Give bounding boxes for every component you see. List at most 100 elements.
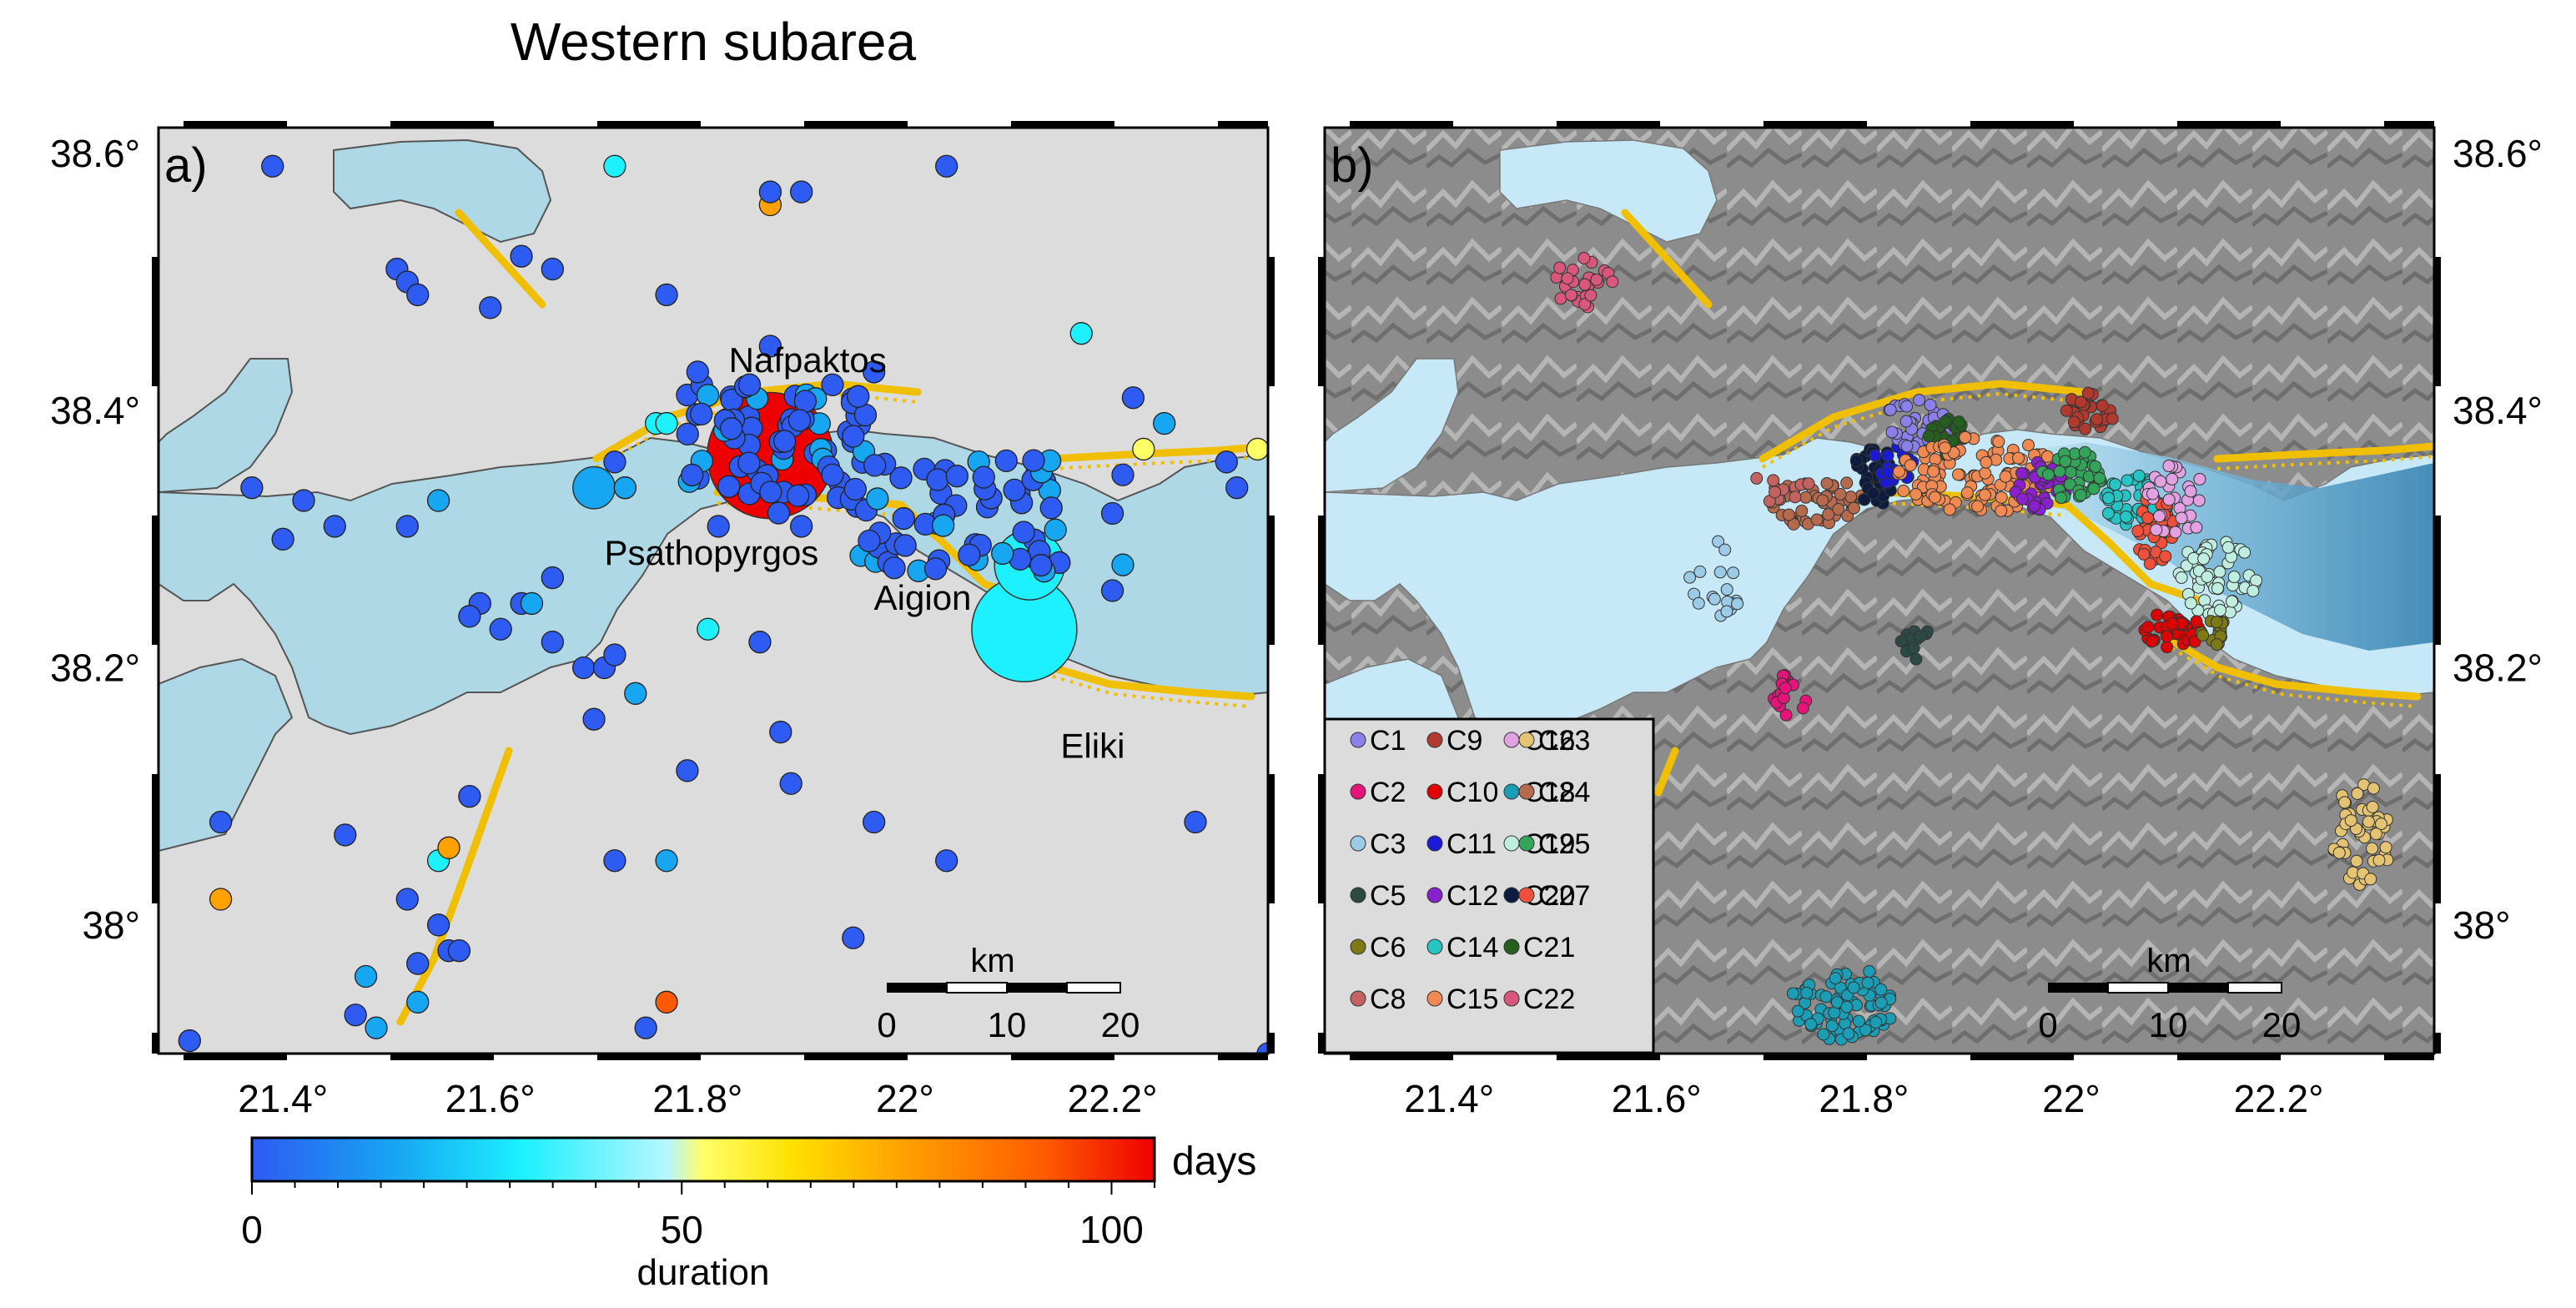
cluster-c3-event (1712, 535, 1725, 548)
colorbar: 0 50 100 days duration (241, 1136, 1256, 1293)
event-marker (923, 557, 948, 581)
cluster-c16-event (2150, 523, 2163, 536)
cluster-c3-event (1718, 543, 1732, 556)
event-marker (697, 617, 720, 641)
cluster-c3-event (1727, 566, 1740, 580)
place-label: Nafpaktos (729, 340, 887, 380)
panel-b-north-lake (1499, 139, 1718, 243)
event-marker (458, 785, 481, 808)
cluster-c25-event (2078, 445, 2091, 459)
cluster-c9-event (2096, 399, 2109, 412)
cluster-c12-event (2028, 500, 2041, 513)
cluster-c15-event (1959, 430, 1972, 444)
cluster-c16-event (2162, 460, 2176, 473)
event-marker (489, 617, 512, 641)
cluster-c21-event (1952, 415, 1965, 429)
cluster-c1-event (1899, 415, 1913, 428)
cluster-c25-event (2059, 455, 2072, 468)
event-marker (863, 810, 886, 834)
cluster-c6-event (2210, 638, 2223, 651)
cluster-c22-event (1577, 251, 1591, 264)
event-marker (603, 643, 626, 667)
event-marker (1153, 411, 1176, 435)
cluster-c27-event (2143, 557, 2156, 571)
event-marker (1069, 322, 1093, 345)
cluster-c19-event (2213, 566, 2226, 579)
lat-tick-label-right: 38.6° (2453, 132, 2543, 175)
event-marker (395, 515, 419, 538)
scale-a-tick-0: 0 (877, 1005, 896, 1044)
fault-east-north (1047, 442, 1268, 463)
event-marker (261, 154, 284, 178)
lat-tick-label-left: 38.6° (50, 132, 140, 175)
cluster-c25-event (2055, 491, 2068, 505)
cluster-c16-event (2193, 472, 2206, 485)
cluster-c21-event (1939, 415, 1952, 428)
cluster-c15-event (1995, 490, 2008, 504)
cluster-c27-event (2131, 525, 2145, 538)
cluster-c14-event (2109, 478, 2122, 491)
cluster-c23-event (2362, 815, 2375, 828)
legend-label-c24: C24 (1538, 777, 1590, 808)
event-marker (365, 1016, 388, 1039)
cluster-c15-event (1999, 470, 2012, 483)
axis-tick-labels: 21.4° 21.6° 21.8° 22° 22.2° 21.4° 21.6° 21.8° 22… (50, 132, 2543, 1120)
cluster-c2-event (1779, 708, 1793, 722)
cluster-c16-event (2153, 510, 2166, 523)
colorbar-unit: days (1172, 1139, 1256, 1184)
event-marker (758, 180, 782, 204)
lon-tick-label: 21.4° (238, 1077, 328, 1120)
cluster-c23-event (2367, 782, 2380, 795)
cluster-c22-event (1606, 275, 1619, 289)
event-marker (676, 422, 699, 446)
event-marker (520, 591, 544, 616)
cluster-c23-event (2366, 800, 2379, 813)
event-marker (323, 515, 346, 538)
cluster-c18-event (1861, 976, 1874, 989)
cluster-c3-event (1720, 605, 1733, 618)
scale-b-unit: km (2146, 943, 2191, 979)
cluster-c10-event (2166, 617, 2179, 631)
cluster-c22-event (1554, 292, 1567, 305)
lon-tick-label: 22.2° (1068, 1077, 1158, 1120)
cluster-c24-event (1832, 503, 1845, 516)
cluster-c24-event (1782, 508, 1795, 521)
event-marker (1111, 463, 1135, 486)
cluster-c20-event (1849, 454, 1863, 467)
event-marker (613, 476, 636, 500)
event-marker (603, 849, 626, 873)
event-marker (582, 707, 606, 731)
cluster-c23-event (2379, 841, 2392, 854)
event-marker (1132, 437, 1155, 461)
cluster-c5-event (1894, 635, 1908, 648)
cluster-c24-event (1816, 494, 1829, 507)
event-marker (1003, 478, 1026, 502)
cluster-c15-event (1904, 459, 1917, 472)
legend-swatch-c14 (1426, 938, 1443, 955)
lat-tick-label-left: 38.4° (50, 389, 140, 432)
lat-tick-label-right: 38.2° (2453, 646, 2543, 690)
event-marker (821, 373, 844, 396)
cluster-c11-event (1881, 449, 1894, 462)
cluster-c18-event (1874, 983, 1888, 996)
event-marker (790, 180, 813, 204)
event-marker (655, 849, 678, 873)
cluster-c19-event (2227, 571, 2241, 584)
cluster-c9-event (2090, 413, 2104, 426)
event-marker (541, 566, 564, 590)
legend-label-c23: C23 (1538, 725, 1590, 757)
cluster-c18-event (1869, 1015, 1883, 1029)
event-marker (842, 926, 865, 949)
cluster-c23-event (2338, 796, 2352, 809)
event-marker (344, 1004, 367, 1027)
cluster-c11-event (1869, 449, 1882, 462)
scale-b-tick-10: 10 (2149, 1005, 2188, 1044)
event-marker (178, 1029, 201, 1053)
event-marker (892, 506, 915, 531)
panel-a-scale-bar: km 0 10 20 (877, 943, 1140, 1044)
colorbar-tick-label: 100 (1079, 1208, 1144, 1251)
panel-b-label: b) (1331, 138, 1374, 193)
cluster-c15-event (1909, 487, 1923, 501)
legend-label-c6: C6 (1370, 932, 1406, 963)
